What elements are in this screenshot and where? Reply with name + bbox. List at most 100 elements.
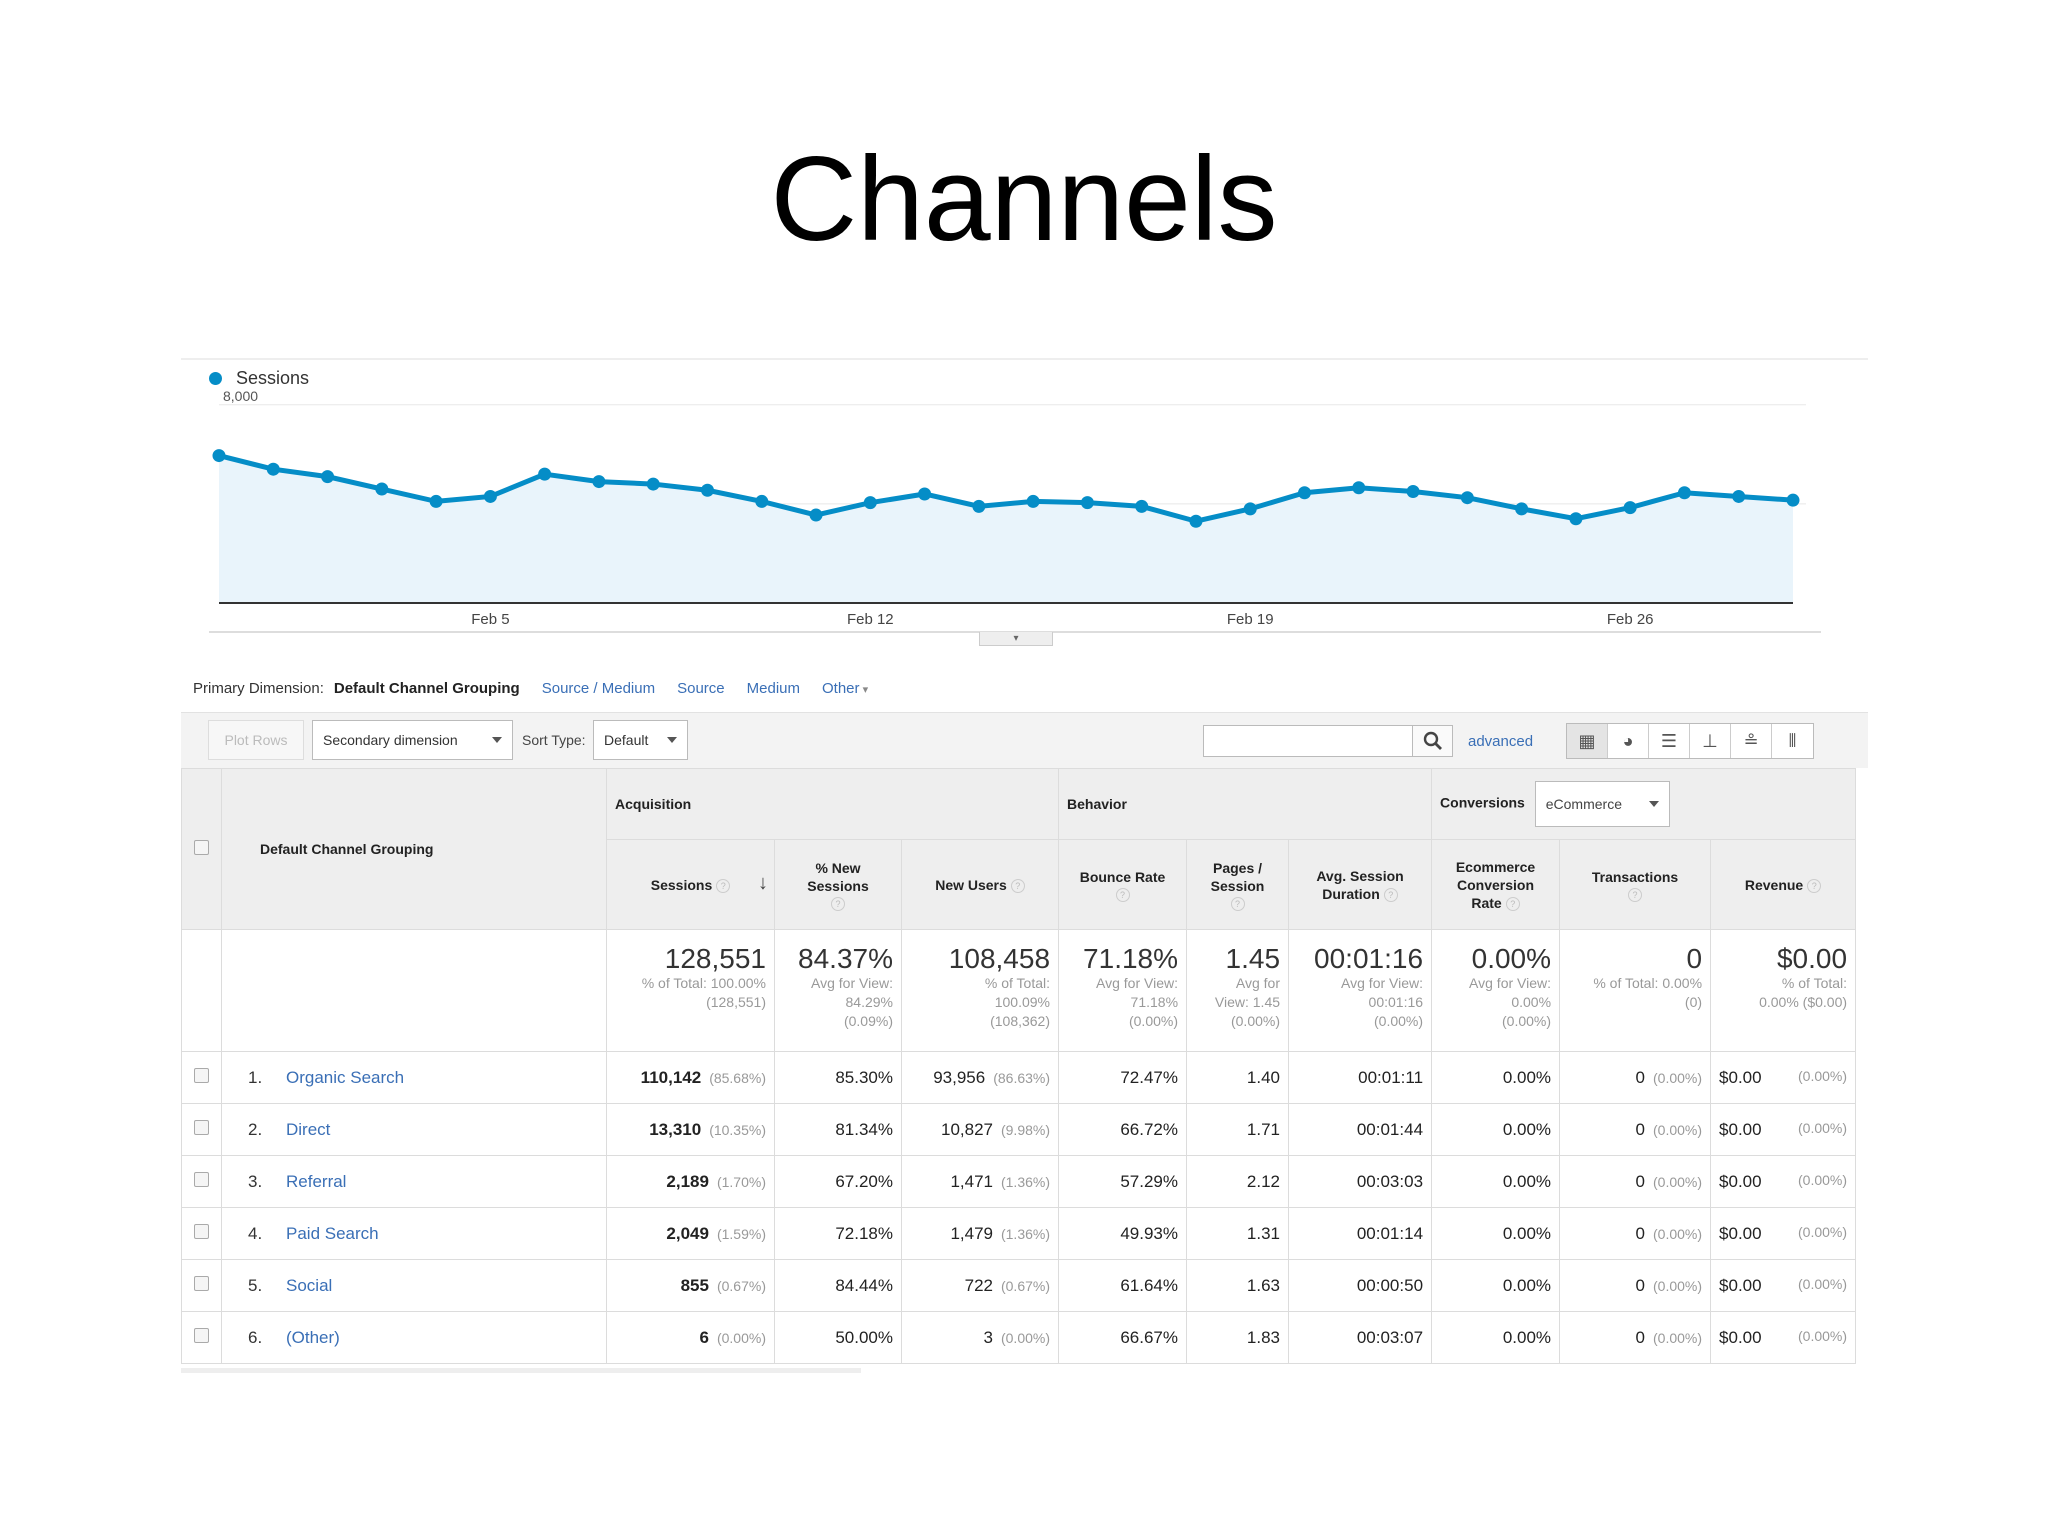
dimension-link-source[interactable]: Source [677,680,725,697]
sessions-cell: 2,189 (1.70%) [606,1155,775,1208]
channel-cell: 6. (Other) [221,1311,607,1364]
advanced-filter-link[interactable]: advanced [1468,733,1534,750]
channel-cell: 5. Social [221,1259,607,1312]
channel-cell: 1. Organic Search [221,1051,607,1104]
pivot-view-icon[interactable]: ⦀ [1788,730,1797,751]
secondary-dimension-select[interactable]: Secondary dimension [312,720,513,760]
help-icon[interactable]: ? [1807,878,1822,893]
series-area [219,455,1793,603]
row-checkbox[interactable] [194,1223,209,1239]
col-bounce-rate[interactable]: Bounce Rate? [1058,839,1188,930]
col-ecommerce-conversion-rate[interactable]: Ecommerce Conversion Rate? [1431,839,1561,930]
performance-view-icon[interactable]: ☰ [1649,724,1690,758]
channel-link[interactable]: Paid Search [286,1223,379,1243]
help-icon[interactable]: ? [1383,887,1398,902]
help-icon[interactable]: ? [1010,878,1025,893]
sessions-cell: 13,310 (10.35%) [606,1103,775,1156]
horizontal-scrollbar[interactable] [181,1362,1868,1373]
data-point [592,475,606,489]
dimension-header[interactable]: Default Channel Grouping [221,768,607,930]
ecommerce-rate-cell: 0.00% [1431,1051,1561,1104]
new-users-cell: 1,479 (1.36%) [900,1207,1060,1260]
data-point [755,494,769,508]
row-checkbox-cell [181,1259,222,1312]
help-icon[interactable]: ? [1628,887,1643,902]
data-point [538,467,552,481]
revenue-cell: $0.00 (0.00%) [1710,1103,1857,1156]
channel-link[interactable]: Referral [286,1171,347,1191]
bounce-rate-cell: 66.67% [1058,1311,1188,1364]
data-point [1080,496,1094,510]
channel-cell: 4. Paid Search [221,1207,607,1260]
search-button[interactable] [1413,725,1453,757]
data-point [646,477,660,491]
channel-link[interactable]: Direct [286,1119,331,1139]
help-icon[interactable]: ? [831,896,845,911]
table-search-input[interactable] [1203,725,1413,757]
comparison-view-icon[interactable]: ⊥ [1690,724,1731,758]
col-revenue[interactable]: Revenue? [1710,839,1857,930]
col-new-sessions[interactable]: % New Sessions? [774,839,902,930]
chart-legend[interactable]: Sessions [209,368,309,389]
data-table-view-icon[interactable]: ▦ [1567,724,1608,758]
sessions-cell: 2,049 (1.59%) [606,1207,775,1260]
row-checkbox[interactable] [194,1119,209,1135]
col-transactions[interactable]: Transactions? [1559,839,1712,930]
dimension-link-source-medium[interactable]: Source / Medium [541,680,656,697]
select-all-checkbox[interactable] [194,840,209,855]
total-revenue: $0.00% of Total: 0.00% ($0.00) [1710,929,1857,1052]
row-checkbox[interactable] [194,1171,209,1187]
data-point [483,489,497,503]
pie-chart-view-icon[interactable]: ◕ [1608,724,1649,758]
slide-title: Channels [770,132,1278,266]
plot-rows-button[interactable]: Plot Rows [208,720,304,760]
channel-link[interactable]: (Other) [286,1327,340,1347]
help-icon[interactable]: ? [716,878,731,893]
row-checkbox[interactable] [194,1067,209,1083]
transactions-cell: 0 (0.00%) [1559,1103,1712,1156]
avg-duration-cell: 00:01:44 [1288,1103,1433,1156]
row-checkbox[interactable] [194,1327,209,1343]
pages-session-cell: 2.12 [1186,1155,1290,1208]
ecommerce-rate-cell: 0.00% [1431,1207,1561,1260]
row-index: 1. [248,1067,263,1087]
sort-type-select[interactable]: Default [593,720,688,760]
col-sessions[interactable]: Sessions? ↓ [606,839,775,930]
data-point [1623,501,1637,515]
channel-link[interactable]: Organic Search [286,1067,405,1087]
term-cloud-view-icon[interactable]: ≗ [1731,724,1772,758]
help-icon[interactable]: ? [1115,887,1130,902]
new-sessions-cell: 67.20% [774,1155,902,1208]
col-avg-session-duration[interactable]: Avg. Session Duration? [1288,839,1433,930]
new-sessions-cell: 81.34% [774,1103,902,1156]
primary-dimension-bar: Primary Dimension: Default Channel Group… [193,680,868,697]
dimension-link-other[interactable]: Other [822,680,868,697]
bounce-rate-cell: 49.93% [1058,1207,1188,1260]
conversion-type-select[interactable]: eCommerce [1534,781,1670,827]
data-point [375,482,389,496]
pages-session-cell: 1.40 [1186,1051,1290,1104]
conversion-type-value: eCommerce [1545,796,1622,812]
row-checkbox-cell [181,1051,222,1104]
chart-collapse-toggle[interactable]: ▾ [979,632,1053,646]
row-checkbox[interactable] [194,1275,209,1291]
channel-link[interactable]: Social [286,1275,333,1295]
chevron-down-icon [667,737,677,743]
dimension-link-medium[interactable]: Medium [746,680,800,697]
sort-desc-arrow-icon: ↓ [758,872,768,894]
data-point [1732,489,1746,503]
help-icon[interactable]: ? [1505,896,1520,911]
ecommerce-rate-cell: 0.00% [1431,1155,1561,1208]
data-point [1243,502,1257,516]
col-new-users[interactable]: New Users? [900,839,1060,930]
col-pages-session[interactable]: Pages / Session? [1186,839,1290,930]
x-tick-label: Feb 19 [1227,611,1274,628]
primary-dimension-current: Default Channel Grouping [333,680,520,697]
revenue-cell: $0.00 (0.00%) [1710,1311,1857,1364]
new-sessions-cell: 50.00% [774,1311,902,1364]
help-icon[interactable]: ? [1230,896,1245,911]
bounce-rate-cell: 72.47% [1058,1051,1188,1104]
